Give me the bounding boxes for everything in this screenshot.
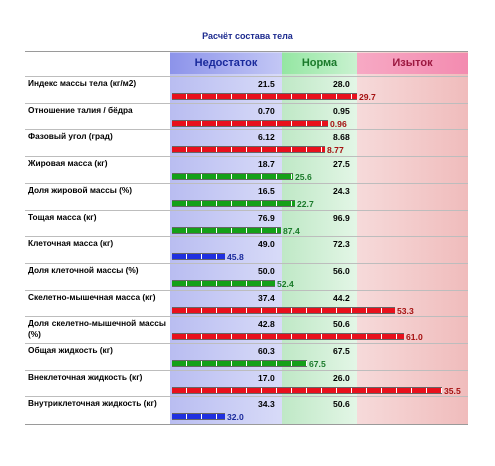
norm-high-value: 28.0 xyxy=(333,79,350,89)
measure-row: Индекс массы тела (кг/м2) 21.5 28.0 29.7 xyxy=(25,76,468,103)
measure-bar xyxy=(172,173,293,181)
norm-high-value: 0.95 xyxy=(333,105,350,116)
composition-report: Недостаток Норма Изыток Индекс массы тел… xyxy=(25,51,468,425)
measure-value: 87.4 xyxy=(283,225,300,236)
measure-row: Доля скелетно-мышечной массы (%) 42.8 50.6… xyxy=(25,316,468,343)
norm-low-value: 18.7 xyxy=(258,159,275,170)
norm-low-value: 6.12 xyxy=(258,132,275,143)
header-over: Изыток xyxy=(357,53,468,74)
measure-bar xyxy=(172,146,325,154)
measure-value: 29.7 xyxy=(359,92,376,102)
norm-high-value: 96.9 xyxy=(333,212,350,223)
measure-bar xyxy=(172,119,328,127)
measure-bar xyxy=(172,253,225,261)
norm-low-value: 37.4 xyxy=(258,292,275,303)
measure-bar xyxy=(172,306,395,314)
measure-row: Клеточная масса (кг) 49.0 72.3 45.8 xyxy=(25,236,468,263)
measure-bar xyxy=(172,360,307,367)
measure-value: 67.5 xyxy=(309,359,326,369)
measure-value: 52.4 xyxy=(277,278,294,289)
norm-high-value: 72.3 xyxy=(333,239,350,250)
measure-row: Доля жировой массы (%) 16.5 24.3 22.7 xyxy=(25,182,468,210)
norm-high-value: 8.68 xyxy=(333,132,350,143)
header-under: Недостаток xyxy=(170,53,282,74)
measure-bar xyxy=(172,279,275,287)
norm-high-value: 50.6 xyxy=(333,399,350,410)
norm-low-value: 21.5 xyxy=(258,79,275,89)
measure-bar xyxy=(172,199,295,207)
norm-high-value: 67.5 xyxy=(333,346,350,356)
measure-row: Внеклеточная жидкость (кг) 17.0 26.0 35.5 xyxy=(25,369,468,397)
measure-label: Внеклеточная жидкость (кг) xyxy=(28,371,143,382)
norm-high-value: 24.3 xyxy=(333,185,350,196)
measure-value: 61.0 xyxy=(406,332,423,343)
norm-low-value: 42.8 xyxy=(258,319,275,330)
measure-bar xyxy=(172,226,281,234)
measure-bar xyxy=(172,413,225,421)
norm-high-value: 27.5 xyxy=(333,159,350,170)
header-norm: Норма xyxy=(282,53,357,74)
measure-bar xyxy=(172,386,442,394)
measure-row: Отношение талия / бёдра 0.70 0.95 0.96 xyxy=(25,102,468,130)
norm-low-value: 16.5 xyxy=(258,185,275,196)
measure-label: Индекс массы тела (кг/м2) xyxy=(28,78,137,88)
measure-value: 45.8 xyxy=(227,252,244,263)
norm-low-value: 49.0 xyxy=(258,239,275,250)
measure-value: 35.5 xyxy=(444,385,461,396)
measure-label: Доля клеточной массы (%) xyxy=(28,264,139,275)
measure-label: Доля жировой массы (%) xyxy=(28,184,133,195)
measure-value: 8.77 xyxy=(327,145,344,156)
measure-row: Внутриклеточная жидкость (кг) 34.3 50.6 32.… xyxy=(25,396,468,423)
norm-high-value: 56.0 xyxy=(333,265,350,276)
norm-low-value: 34.3 xyxy=(258,399,275,410)
measure-row: Общая жидкость (кг) 60.3 67.5 67.5 xyxy=(25,343,468,370)
measure-label: Скелетно-мышечная масса (кг) xyxy=(28,291,156,302)
measure-label: Внутриклеточная жидкость (кг) xyxy=(28,398,157,409)
norm-high-value: 50.6 xyxy=(333,319,350,330)
measure-row: Скелетно-мышечная масса (кг) 37.4 44.2 53.3 xyxy=(25,289,468,317)
measure-row: Фазовый угол (град) 6.12 8.68 8.77 xyxy=(25,129,468,156)
norm-low-value: 50.0 xyxy=(258,265,275,276)
norm-low-value: 76.9 xyxy=(258,212,275,223)
norm-low-value: 0.70 xyxy=(258,105,275,116)
measure-label: Фазовый угол (град) xyxy=(28,131,113,142)
measure-label: Отношение талия / бёдра xyxy=(28,104,133,115)
measure-value: 32.0 xyxy=(227,412,244,423)
norm-low-value: 17.0 xyxy=(258,372,275,383)
norm-high-value: 26.0 xyxy=(333,372,350,383)
measure-value: 22.7 xyxy=(297,198,314,209)
measure-row: Тощая масса (кг) 76.9 96.9 87.4 xyxy=(25,209,468,237)
norm-low-value: 60.3 xyxy=(258,346,275,356)
zone-over-background xyxy=(357,52,468,424)
measure-bar xyxy=(172,93,357,100)
measure-value: 0.96 xyxy=(330,118,347,129)
measure-row: Жировая масса (кг) 18.7 27.5 25.6 xyxy=(25,156,468,183)
page-title: Расчёт состава тела xyxy=(202,31,293,41)
measure-label: Тощая масса (кг) xyxy=(28,211,97,222)
measure-label: Общая жидкость (кг) xyxy=(28,345,113,355)
measure-label: Жировая масса (кг) xyxy=(28,158,108,169)
measure-value: 25.6 xyxy=(295,172,312,183)
measure-value: 53.3 xyxy=(397,305,414,316)
measure-label: Клеточная масса (кг) xyxy=(28,238,114,249)
measure-row: Доля клеточной массы (%) 50.0 56.0 52.4 xyxy=(25,262,468,290)
norm-high-value: 44.2 xyxy=(333,292,350,303)
measure-bar xyxy=(172,333,404,341)
measure-label: Доля скелетно-мышечной массы (%) xyxy=(28,318,166,340)
